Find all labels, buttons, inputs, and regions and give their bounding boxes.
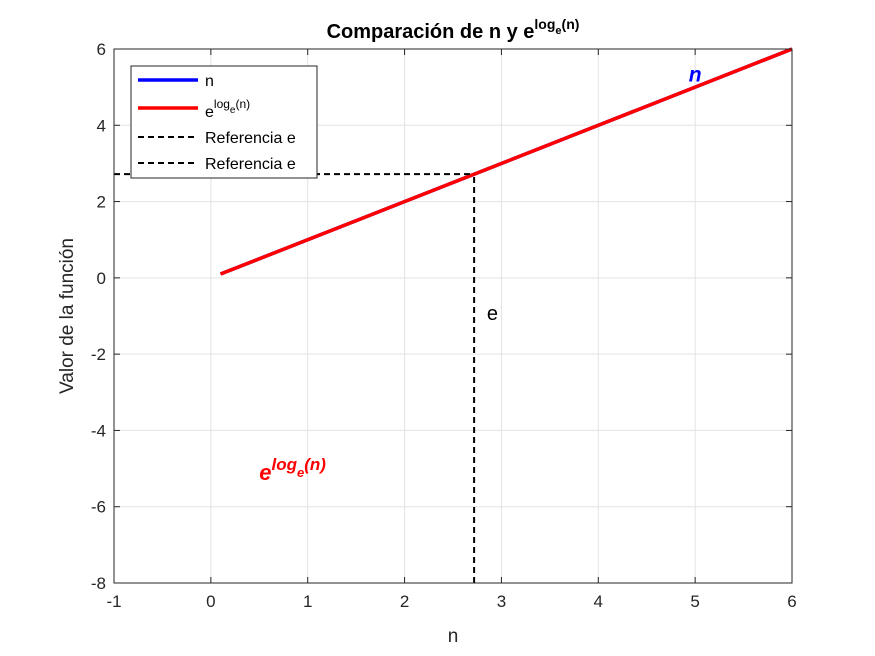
legend-label-exp: eloge(n) (205, 97, 250, 121)
annotations: n eloge(n) e (259, 63, 701, 485)
y-tick-label: 0 (97, 269, 106, 288)
legend-exp-main: e (205, 104, 214, 121)
y-tick-label: -6 (91, 498, 106, 517)
y-tick-label: 2 (97, 193, 106, 212)
annotation-exp-label: eloge(n) (259, 455, 326, 485)
x-tick-label: 5 (690, 592, 699, 611)
y-tick-label: 6 (97, 40, 106, 59)
x-tick-label: 4 (594, 592, 603, 611)
x-tick-label: 2 (400, 592, 409, 611)
axes-box (113, 48, 793, 584)
title-prefix: Comparación de n y e (327, 21, 535, 43)
y-tick-label: -2 (91, 345, 106, 364)
legend-label-ref-2: Referencia e (205, 156, 296, 173)
x-axis-label: n (448, 626, 459, 647)
annotation-exp-tail: (n) (304, 455, 326, 474)
x-tick-label: -1 (106, 592, 121, 611)
legend-exp-sup: log (214, 97, 230, 111)
annotation-exp-main: e (259, 460, 271, 485)
legend-label-ref-1: Referencia e (205, 130, 296, 147)
x-tick-label: 6 (787, 592, 796, 611)
annotation-exp-sup: log (272, 455, 298, 474)
legend-exp-sub: e (230, 105, 236, 116)
legend-label-n: n (205, 73, 214, 90)
annotation-e-label: e (487, 303, 498, 325)
y-tick-label: -8 (91, 574, 106, 593)
x-tick-label: 1 (303, 592, 312, 611)
y-tick-label: -4 (91, 421, 106, 440)
title-sup-sub: e (555, 25, 561, 37)
y-axis-label: Valor de la función (57, 238, 78, 394)
ticks: -1 0 1 2 3 4 5 6 -8 -6 -4 -2 0 2 4 6 (91, 40, 797, 611)
annotation-n-label: n (689, 63, 702, 86)
y-tick-label: 4 (97, 116, 106, 135)
chart-title: Comparación de n y eloge(n) (327, 16, 580, 43)
legend: n eloge(n) Referencia e Referencia e (130, 65, 318, 179)
legend-exp-tail: (n) (235, 97, 250, 111)
annotation-exp-sub: e (297, 465, 304, 480)
title-sup-tail: (n) (562, 16, 580, 32)
x-tick-label: 0 (206, 592, 215, 611)
x-tick-label: 3 (497, 592, 506, 611)
series-line-exp (219, 47, 793, 276)
legend-box (130, 65, 318, 179)
title-sup-main: log (534, 16, 555, 32)
